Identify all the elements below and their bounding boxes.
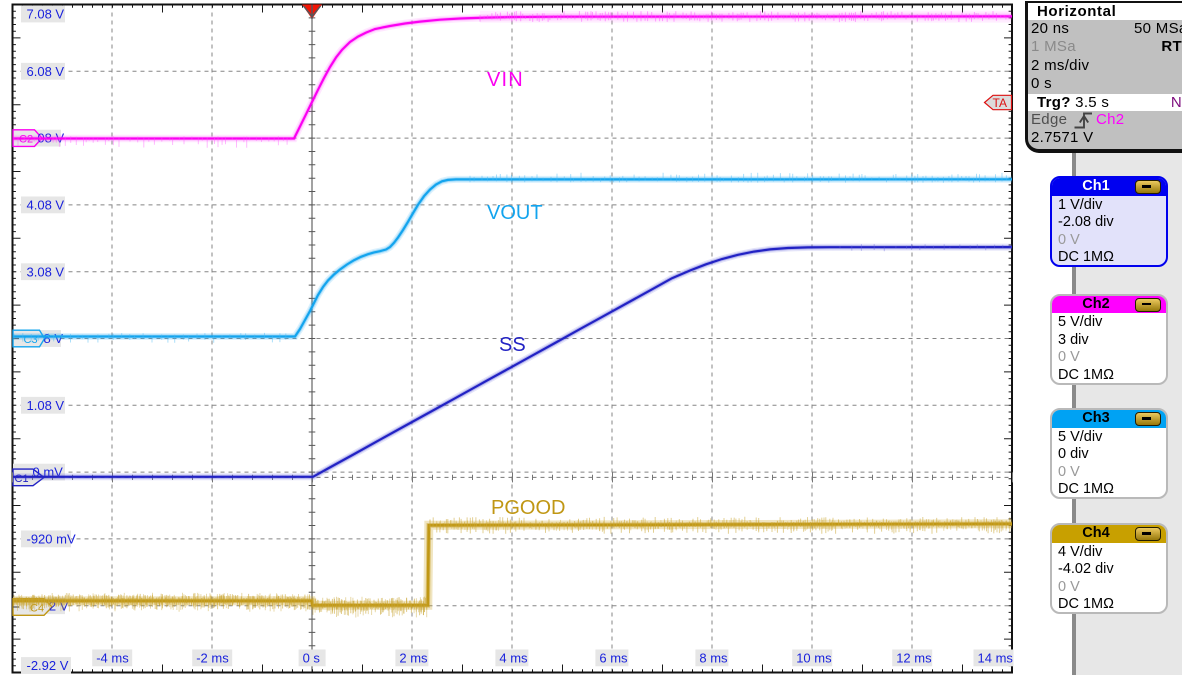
- svg-text:3.08 V: 3.08 V: [27, 264, 65, 279]
- svg-text:-2 ms: -2 ms: [196, 650, 229, 665]
- svg-text:1.08 V: 1.08 V: [27, 398, 65, 413]
- svg-text:0 s: 0 s: [303, 650, 321, 665]
- svg-text:VOUT: VOUT: [487, 202, 543, 224]
- svg-text:14 ms: 14 ms: [978, 650, 1014, 665]
- svg-text:4.08 V: 4.08 V: [27, 198, 65, 213]
- svg-text:4 ms: 4 ms: [499, 650, 528, 665]
- svg-text:12 ms: 12 ms: [896, 650, 932, 665]
- svg-text:C2: C2: [19, 134, 33, 146]
- svg-text:8 ms: 8 ms: [699, 650, 728, 665]
- svg-text:SS: SS: [499, 334, 526, 356]
- svg-text:PGOOD: PGOOD: [491, 497, 565, 519]
- svg-text:-4 ms: -4 ms: [96, 650, 129, 665]
- svg-text:10 ms: 10 ms: [796, 650, 832, 665]
- svg-text:8 V: 8 V: [44, 331, 64, 346]
- svg-text:6 ms: 6 ms: [599, 650, 628, 665]
- svg-text:-2.92 V: -2.92 V: [27, 658, 69, 673]
- svg-text:6.08 V: 6.08 V: [27, 64, 65, 79]
- svg-text:C4: C4: [30, 603, 44, 615]
- svg-text:-920 mV: -920 mV: [27, 532, 76, 547]
- svg-text:2 ms: 2 ms: [399, 650, 428, 665]
- svg-text:TA: TA: [993, 96, 1007, 110]
- svg-text:VIN: VIN: [487, 69, 524, 91]
- svg-text:7.08 V: 7.08 V: [27, 7, 65, 22]
